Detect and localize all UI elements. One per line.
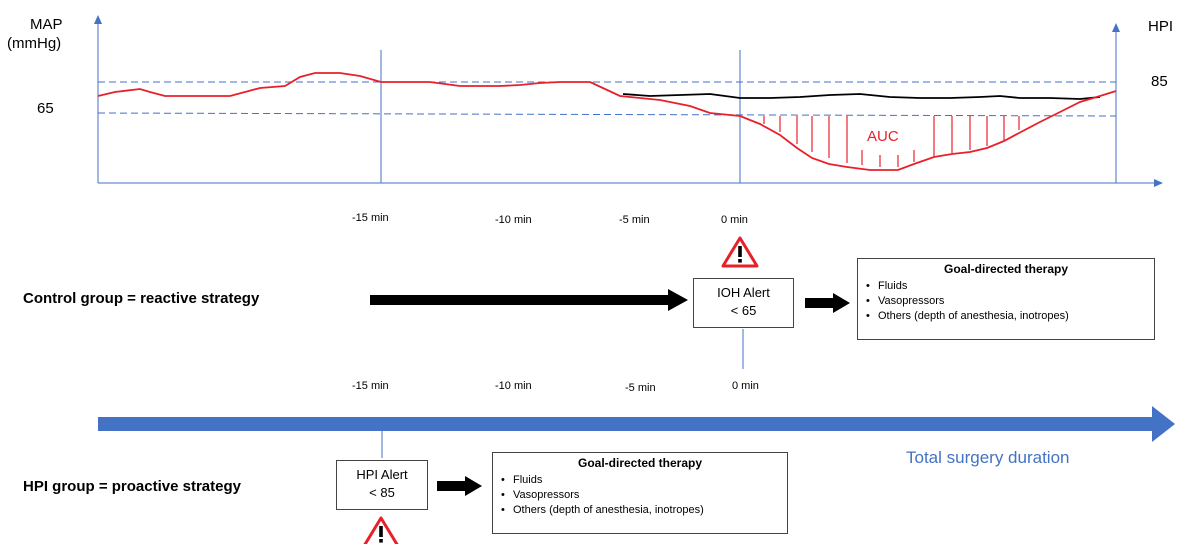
therapy-list: Fluids Vasopressors Others (depth of ane… — [866, 279, 1146, 324]
right-axis-arrow-icon — [1112, 23, 1120, 32]
chart-tick: -10 min — [495, 214, 532, 226]
arrow-right-icon — [805, 293, 850, 313]
therapy-list: Fluids Vasopressors Others (depth of ane… — [501, 473, 779, 518]
list-item: Others (depth of anesthesia, inotropes) — [866, 309, 1146, 324]
timeline-tick: -10 min — [495, 380, 532, 392]
list-item: Vasopressors — [501, 488, 779, 503]
hpi-group-label: HPI group = proactive strategy — [23, 478, 241, 495]
control-therapy-box: Goal-directed therapy Fluids Vasopressor… — [857, 258, 1155, 340]
map-curve — [97, 72, 1117, 171]
warning-icon — [721, 236, 759, 268]
timeline-tick: 0 min — [732, 380, 759, 392]
hpi-stem-line — [381, 430, 383, 458]
control-group-label: Control group = reactive strategy — [23, 290, 260, 307]
list-item: Fluids — [866, 279, 1146, 294]
timeline-tick: -15 min — [352, 380, 389, 392]
timeline-tick: -5 min — [625, 382, 656, 394]
timeline-arrow-icon — [98, 406, 1175, 442]
left-axis-arrow-icon — [94, 15, 102, 24]
hpi-axis-title: HPI — [1148, 18, 1174, 35]
list-item: Fluids — [501, 473, 779, 488]
therapy-title: Goal-directed therapy — [577, 456, 703, 470]
map-threshold-value: 65 — [37, 100, 54, 117]
chart-tick: -5 min — [619, 214, 650, 226]
arrow-right-icon — [370, 289, 688, 311]
x-axis-arrow-icon — [1154, 179, 1163, 187]
hpi-threshold-value: 85 — [1151, 73, 1168, 90]
ioh-alert-box: IOH Alert < 65 — [693, 278, 794, 328]
hpi-alert-box: HPI Alert < 85 — [336, 460, 428, 510]
chart-tick: -15 min — [352, 212, 389, 224]
list-item: Vasopressors — [866, 294, 1146, 309]
chart-tick: 0 min — [721, 214, 748, 226]
total-duration-label: Total surgery duration — [906, 448, 1070, 467]
auc-label: AUC — [867, 128, 899, 145]
arrow-right-icon — [437, 476, 482, 496]
therapy-title: Goal-directed therapy — [943, 262, 1069, 276]
control-stem-line — [742, 329, 744, 369]
hpi-therapy-box: Goal-directed therapy Fluids Vasopressor… — [492, 452, 788, 534]
map-axis-title: MAP (mmHg) — [7, 16, 63, 52]
warning-icon — [363, 516, 399, 544]
map-threshold-line — [97, 112, 1117, 117]
list-item: Others (depth of anesthesia, inotropes) — [501, 503, 779, 518]
chart-axes — [94, 15, 1163, 187]
auc-hatch — [763, 116, 1020, 167]
hpi-curve — [622, 93, 1101, 100]
